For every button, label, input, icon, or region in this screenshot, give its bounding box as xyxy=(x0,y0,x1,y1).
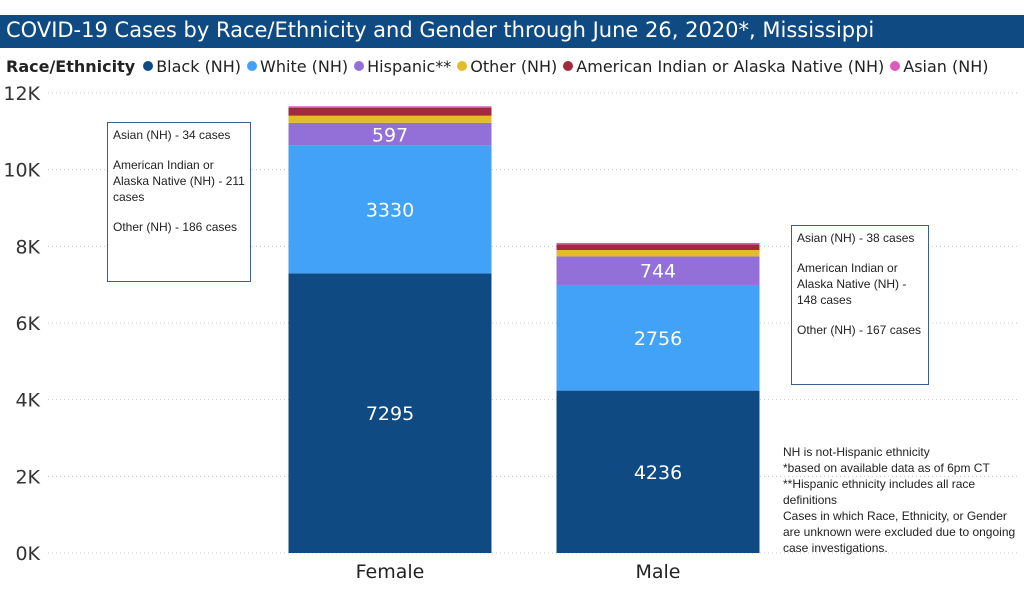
legend-swatch xyxy=(247,61,258,71)
legend-swatch xyxy=(890,61,901,71)
legend-label: Hispanic** xyxy=(367,56,452,76)
female-note-american-indian: American Indian or Alaska Native (NH) - … xyxy=(113,158,245,204)
male-note-asian: Asian (NH) - 38 cases xyxy=(797,231,915,245)
legend: Race/Ethnicity Black (NH) White (NH) His… xyxy=(6,55,995,77)
y-tick-label: 12K xyxy=(3,83,40,105)
legend-item-asian[interactable]: Asian (NH) xyxy=(890,56,989,76)
bar-segment xyxy=(556,244,760,251)
bar-segment xyxy=(288,273,492,553)
legend-swatch xyxy=(143,61,154,71)
male-note-box: Asian (NH) - 38 cases American Indian or… xyxy=(791,225,929,385)
legend-item-white[interactable]: White (NH) xyxy=(247,57,348,76)
footnote-hispanic: **Hispanic ethnicity includes all race d… xyxy=(783,477,976,507)
female-note-asian: Asian (NH) - 34 cases xyxy=(113,128,231,142)
legend-item-hispanic[interactable]: Hispanic** xyxy=(354,57,451,76)
data-label: 2756 xyxy=(634,328,682,350)
footnote-nh: NH is not-Hispanic ethnicity xyxy=(783,445,930,459)
male-note-american-indian: American Indian or Alaska Native (NH) - … xyxy=(797,261,907,307)
y-tick-label: 8K xyxy=(15,236,40,258)
data-label: 4236 xyxy=(634,462,682,484)
bar-segment xyxy=(288,115,492,123)
bar-segment xyxy=(556,242,760,245)
y-tick-label: 2K xyxy=(15,466,40,488)
legend-swatch xyxy=(563,61,574,71)
legend-item-american-indian[interactable]: American Indian or Alaska Native (NH) xyxy=(563,57,884,76)
y-tick-label: 4K xyxy=(15,390,40,412)
bar-segment xyxy=(288,145,492,274)
legend-title: Race/Ethnicity xyxy=(6,56,136,76)
legend-label: Asian (NH) xyxy=(903,56,989,76)
chart-title: COVID-19 Cases by Race/Ethnicity and Gen… xyxy=(6,18,875,42)
male-note-other: Other (NH) - 167 cases xyxy=(797,323,922,337)
data-label: 597 xyxy=(372,124,408,146)
data-label: 744 xyxy=(640,261,676,283)
legend-label: White (NH) xyxy=(260,56,349,76)
legend-item-other[interactable]: Other (NH) xyxy=(457,57,557,76)
bar-segment xyxy=(556,250,760,257)
x-tick-label: Male xyxy=(635,561,680,583)
bar-segment xyxy=(288,106,492,108)
legend-label: Black (NH) xyxy=(156,56,242,76)
footnote-data-date: *based on available data as of 6pm CT xyxy=(783,461,990,475)
data-label: 7295 xyxy=(366,403,414,425)
bar-segment xyxy=(556,256,760,285)
bar-segment xyxy=(288,122,492,146)
title-bar: COVID-19 Cases by Race/Ethnicity and Gen… xyxy=(0,15,1024,48)
footnote-unknown: Cases in which Race, Ethnicity, or Gende… xyxy=(783,509,1016,555)
female-note-box: Asian (NH) - 34 cases American Indian or… xyxy=(107,122,251,282)
bar-segment xyxy=(556,390,760,553)
bar-segment xyxy=(556,284,760,391)
legend-label: American Indian or Alaska Native (NH) xyxy=(576,56,885,76)
legend-swatch xyxy=(457,61,468,71)
x-tick-label: Female xyxy=(356,561,425,583)
legend-label: Other (NH) xyxy=(470,56,558,76)
legend-item-black[interactable]: Black (NH) xyxy=(143,57,241,76)
y-tick-label: 6K xyxy=(15,313,40,335)
bar-segment xyxy=(288,107,492,116)
y-tick-label: 0K xyxy=(15,543,40,565)
legend-swatch xyxy=(354,61,365,71)
female-note-other: Other (NH) - 186 cases xyxy=(113,220,238,234)
y-tick-label: 10K xyxy=(3,160,40,182)
data-label: 3330 xyxy=(366,200,414,222)
footnotes: NH is not-Hispanic ethnicity *based on a… xyxy=(783,444,1019,556)
